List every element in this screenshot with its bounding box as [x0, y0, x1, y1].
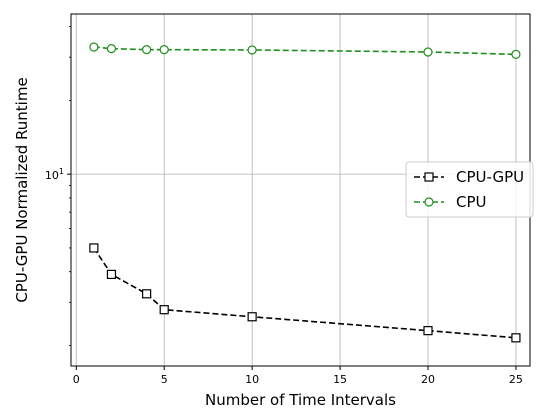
data-point — [106, 269, 117, 280]
series-line — [93, 247, 516, 339]
data-point — [159, 45, 169, 55]
x-tick-label: 20 — [421, 373, 435, 386]
data-point — [142, 45, 152, 55]
x-axis-label: Number of Time Intervals — [205, 391, 396, 409]
legend-label: CPU-GPU — [456, 168, 524, 186]
data-point — [89, 42, 99, 52]
x-tick-label: 0 — [73, 373, 80, 386]
data-point — [247, 45, 257, 55]
legend-item: CPU-GPU — [414, 168, 524, 186]
data-point — [423, 326, 433, 336]
legend-marker — [424, 197, 434, 207]
series-line — [93, 46, 516, 56]
series-0 — [89, 243, 521, 343]
data-point — [106, 44, 117, 54]
x-tick-label: 15 — [333, 373, 347, 386]
y-axis-label: CPU-GPU Normalized Runtime — [13, 77, 31, 302]
y-tick-label: 101 — [45, 167, 64, 182]
series-1 — [89, 42, 521, 59]
data-point — [89, 243, 99, 253]
data-point — [247, 312, 257, 322]
data-point — [511, 333, 521, 343]
data-point — [159, 305, 169, 315]
x-tick-label: 5 — [161, 373, 168, 386]
legend: CPU-GPU CPU — [405, 161, 534, 218]
x-tick-label: 25 — [509, 373, 523, 386]
series-layer — [89, 42, 521, 343]
x-tick-label: 10 — [245, 373, 259, 386]
legend-marker — [424, 172, 434, 182]
legend-label: CPU — [456, 193, 487, 211]
data-point — [511, 49, 521, 59]
data-point — [423, 47, 433, 57]
legend-item: CPU — [414, 193, 487, 211]
legend-box — [405, 161, 534, 218]
data-point — [142, 289, 152, 299]
